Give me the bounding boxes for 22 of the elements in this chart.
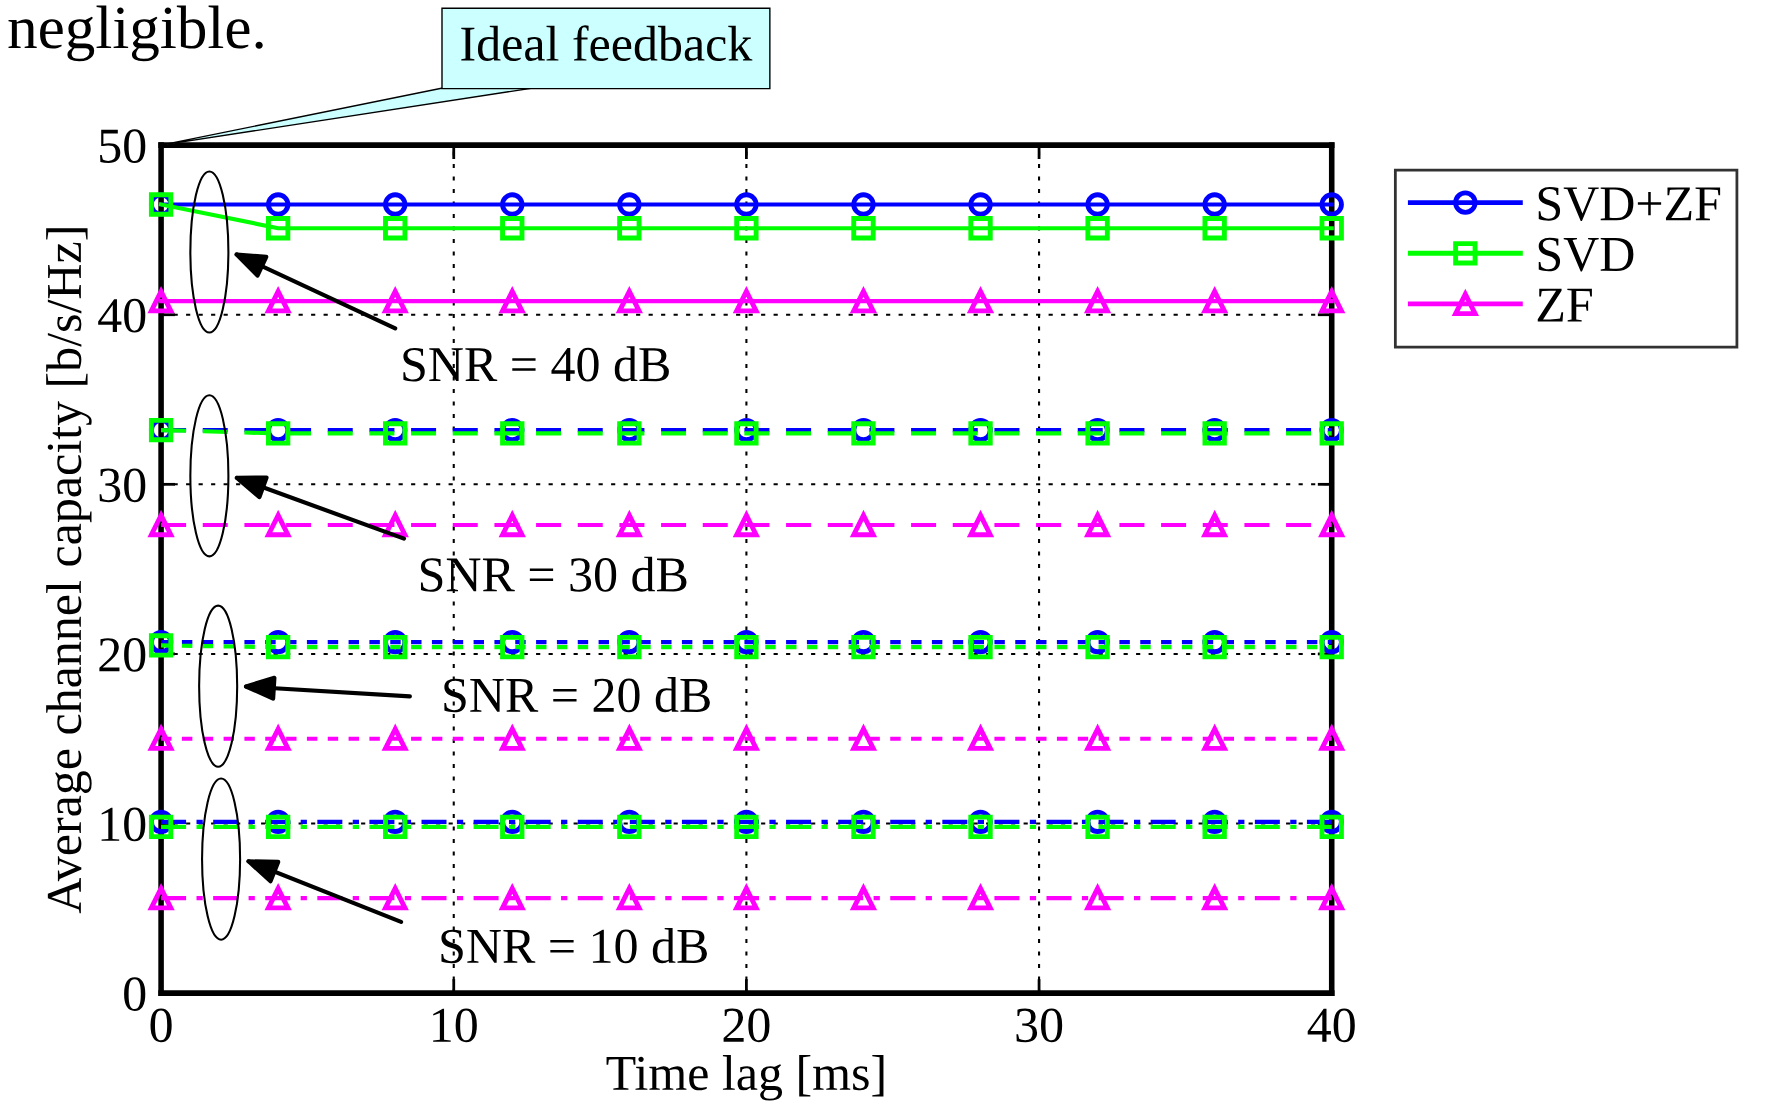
x-tick-label: 10 — [433, 1008, 477, 1043]
y-tick-label: 10 — [101, 807, 146, 842]
y-tick-label: 30 — [99, 468, 146, 503]
text: negligible. — [8, 5, 263, 62]
x-tick-label: 40 — [1307, 1008, 1355, 1043]
y-tick-label: 20 — [99, 638, 146, 672]
x-tick-label: 30 — [1016, 1008, 1063, 1043]
x-tick-label: 20 — [723, 1008, 770, 1043]
annotation: SNR = 40 dB — [403, 346, 669, 382]
annotation: SNR = 20 dB — [444, 677, 710, 713]
legend-label: SVD — [1538, 237, 1634, 272]
text: Ideal feedback — [461, 25, 753, 61]
annotation: SNR = 10 dB — [441, 928, 707, 964]
y-tick-label: 40 — [98, 298, 146, 333]
legend-label: ZF — [1537, 288, 1592, 322]
x-tick-label: 0 — [150, 1008, 172, 1043]
annotation: SNR = 30 dB — [420, 556, 687, 592]
legend-label: SVD+ZF — [1538, 187, 1721, 221]
x-axis-title: Time lag [ms] — [606, 1055, 884, 1101]
y-tick-label: 0 — [124, 977, 146, 1011]
y-axis-title: Average channel capacity [b/s/Hz] — [46, 228, 92, 914]
y-tick-label: 50 — [100, 129, 146, 163]
